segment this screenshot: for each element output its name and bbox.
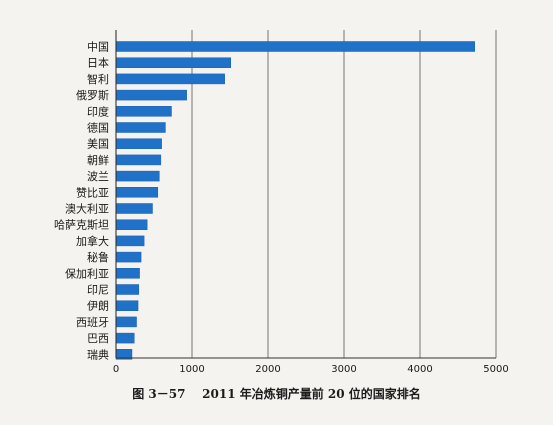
- bar: [115, 89, 187, 101]
- category-label: 加拿大: [76, 234, 109, 248]
- x-tick-label: 3000: [331, 364, 356, 375]
- bar: [115, 332, 135, 344]
- category-label: 秘鲁: [87, 250, 109, 264]
- bars: [115, 41, 475, 360]
- category-label: 保加利亚: [65, 266, 109, 280]
- figure-number: 图 3－57: [132, 387, 186, 401]
- axes: [115, 30, 496, 359]
- bar: [115, 251, 142, 263]
- bar: [115, 284, 140, 295]
- category-label: 赞比亚: [76, 186, 109, 199]
- bar: [115, 235, 145, 247]
- x-tick-label: 2000: [255, 364, 280, 375]
- category-label: 伊朗: [87, 300, 109, 313]
- gridlines: [191, 30, 497, 358]
- category-label: 瑞典: [87, 347, 109, 361]
- category-label: 中国: [87, 41, 109, 54]
- category-labels: 中国日本智利俄罗斯印度德国美国朝鲜波兰赞比亚澳大利亚哈萨克斯坦加拿大秘鲁保加利亚…: [54, 41, 109, 362]
- x-tick-label: 5000: [483, 364, 508, 375]
- x-tick-label: 0: [113, 364, 119, 375]
- bar: [115, 106, 172, 117]
- bar: [115, 300, 139, 311]
- bar: [115, 138, 162, 149]
- category-label: 印尼: [87, 284, 109, 297]
- category-label: 巴西: [87, 332, 109, 345]
- category-label: 西班牙: [76, 316, 109, 329]
- bar: [115, 57, 232, 68]
- bar: [115, 219, 148, 230]
- category-label: 美国: [87, 138, 109, 151]
- category-label: 澳大利亚: [65, 202, 109, 216]
- x-tick-label: 4000: [407, 364, 432, 375]
- category-label: 日本: [87, 56, 109, 70]
- category-label: 波兰: [87, 170, 109, 183]
- bar: [115, 187, 159, 198]
- bar: [115, 122, 166, 133]
- category-label: 印度: [87, 104, 109, 118]
- bar: [115, 41, 475, 52]
- x-tick-label: 1000: [179, 364, 204, 375]
- category-label: 俄罗斯: [76, 89, 109, 102]
- category-label: 哈萨克斯坦: [54, 218, 109, 232]
- category-label: 朝鲜: [87, 153, 109, 167]
- figure-caption: 图 3－57 2011 年冶炼铜产量前 20 位的国家排名: [0, 385, 553, 402]
- bar: [115, 316, 137, 328]
- bar: [115, 170, 160, 182]
- x-tick-labels: 0 1000 2000 3000 4000 5000: [113, 364, 509, 375]
- bar: [115, 268, 140, 279]
- figure-title: 2011 年冶炼铜产量前 20 位的国家排名: [202, 387, 421, 401]
- bar: [115, 203, 153, 214]
- bar: [115, 154, 162, 166]
- bar: [115, 73, 225, 85]
- category-label: 智利: [87, 72, 109, 86]
- category-label: 德国: [87, 121, 109, 135]
